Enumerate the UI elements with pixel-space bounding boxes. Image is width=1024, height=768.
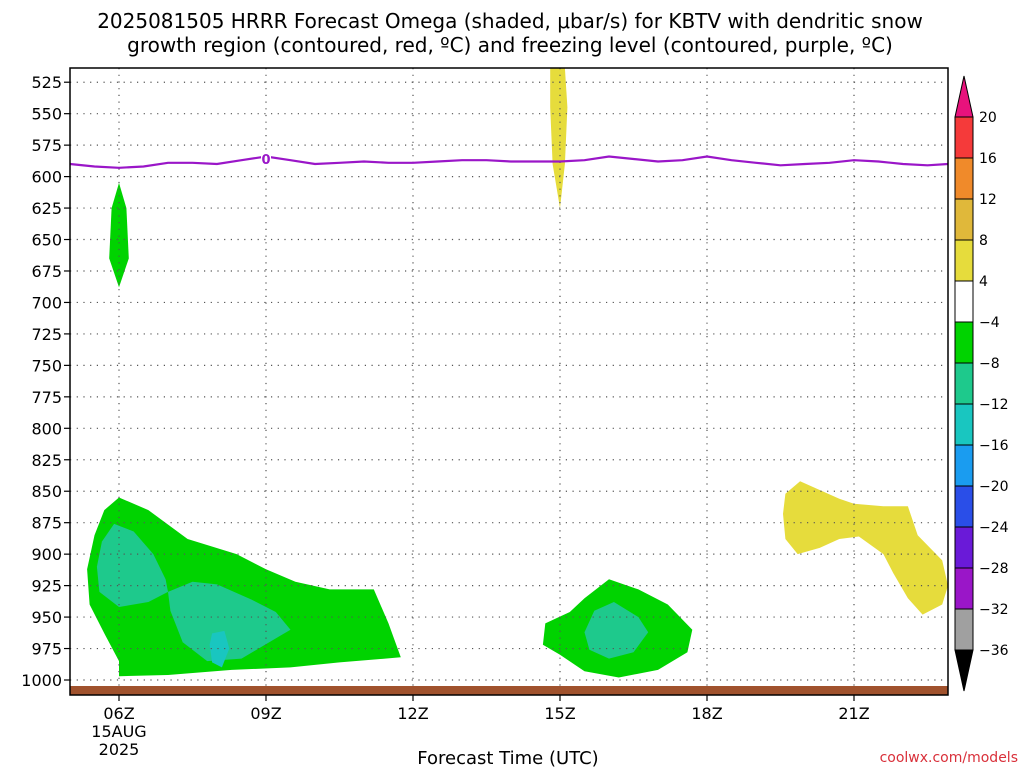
x-tick-label-12Z: 12Z [397, 704, 428, 723]
y-tick-label-750: 750 [31, 356, 62, 375]
colorbar-band-2 [954, 198, 974, 241]
colorbar-top-arrow [954, 75, 974, 118]
y-tick-label-950: 950 [31, 608, 62, 627]
colorbar-label-3: 8 [979, 233, 988, 249]
colorbar-band-3 [954, 239, 974, 282]
y-tick-label-850: 850 [31, 482, 62, 501]
y-tick-label-975: 975 [31, 640, 62, 659]
colorbar-band-4 [954, 280, 974, 323]
colorbar-label-1: 16 [979, 151, 997, 167]
region-teal-lowleft-a [96, 523, 168, 607]
freezing-label-bg [261, 151, 271, 165]
colorbar-band-7 [954, 403, 974, 446]
colorbar-label-4: 4 [979, 274, 988, 290]
omega-regions [87, 68, 948, 678]
region-cyan-small [209, 630, 230, 668]
colorbar-label-11: −28 [979, 561, 1009, 577]
region-yellow-right [783, 481, 948, 615]
y-tick-label-625: 625 [31, 199, 62, 218]
y-tick-label-700: 700 [31, 293, 62, 312]
y-tick-label-800: 800 [31, 419, 62, 438]
region-green-lowleft [87, 497, 401, 677]
x-tick-label-06Z: 06Z [103, 704, 134, 723]
colorbar-band-9 [954, 485, 974, 528]
chart-title-line2: growth region (contoured, red, ºC) and f… [127, 33, 893, 57]
region-yellow-upper [550, 68, 568, 209]
colorbar-label-10: −24 [979, 520, 1009, 536]
freezing-level-layer: 0 [69, 151, 949, 169]
colorbar-bottom-arrow [954, 649, 974, 692]
y-tick-label-550: 550 [31, 105, 62, 124]
y-tick-label-575: 575 [31, 136, 62, 155]
colorbar-band-5 [954, 321, 974, 364]
region-green-upper [109, 182, 129, 288]
y-tick-label-650: 650 [31, 231, 62, 250]
x-axis-label: Forecast Time (UTC) [417, 748, 598, 768]
colorbar-label-13: −36 [979, 643, 1009, 659]
x-tick-year: 2025 [99, 740, 140, 759]
x-tick-label-18Z: 18Z [691, 704, 722, 723]
credit-text: coolwx.com/models [880, 750, 1018, 766]
region-teal-center [584, 602, 649, 659]
y-axis: 525 550 575 600 625 650 675 700 725 750 775 800 825 8… [21, 73, 70, 690]
colorbar-band-6 [954, 362, 974, 405]
y-tick-label-875: 875 [31, 514, 62, 533]
colorbar-label-2: 12 [979, 192, 997, 208]
colorbar-label-5: −4 [979, 315, 1000, 331]
ground-layer [70, 686, 948, 695]
colorbar-label-7: −12 [979, 397, 1009, 413]
y-tick-label-675: 675 [31, 262, 62, 281]
colorbar-label-12: −32 [979, 602, 1009, 618]
colorbar: 20 16 12 8 4 −4 −8 −12 −16 −20 −24 −28 −32 −36 [954, 75, 1009, 692]
y-tick-label-725: 725 [31, 325, 62, 344]
y-tick-label-525: 525 [31, 73, 62, 92]
x-tick-label-15Z: 15Z [544, 704, 575, 723]
y-tick-label-775: 775 [31, 388, 62, 407]
colorbar-band-11 [954, 567, 974, 610]
y-tick-label-825: 825 [31, 451, 62, 470]
y-tick-label-1000: 1000 [21, 671, 62, 690]
y-tick-label-900: 900 [31, 545, 62, 564]
colorbar-band-8 [954, 444, 974, 487]
colorbar-label-6: −8 [979, 356, 1000, 372]
y-tick-label-925: 925 [31, 577, 62, 596]
freezing-level-line [69, 155, 949, 169]
colorbar-band-12 [954, 608, 974, 651]
x-tick-label-09Z: 09Z [250, 704, 281, 723]
colorbar-band-0 [954, 116, 974, 159]
region-teal-lowleft-b [168, 581, 291, 662]
colorbar-label-0: 20 [979, 110, 997, 126]
colorbar-label-8: −16 [979, 438, 1009, 454]
freezing-level-label: 0 [261, 153, 270, 168]
plot-frame [69, 67, 949, 696]
colorbar-band-1 [954, 157, 974, 200]
x-tick-date: 15AUG [91, 722, 146, 741]
colorbar-label-9: −20 [979, 479, 1009, 495]
x-tick-label-21Z: 21Z [838, 704, 869, 723]
colorbar-band-10 [954, 526, 974, 569]
chart-title-line1: 2025081505 HRRR Forecast Omega (shaded, … [97, 9, 923, 33]
y-tick-label-600: 600 [31, 168, 62, 187]
